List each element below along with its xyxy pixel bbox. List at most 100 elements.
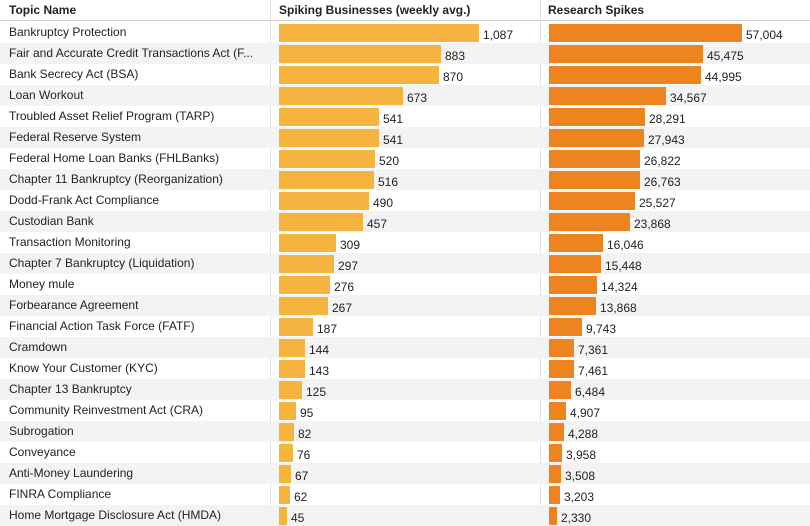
businesses-value-label: 276 — [334, 280, 355, 294]
topic-name: Money mule — [9, 277, 75, 291]
table-row[interactable]: Transaction Monitoring 309 16,046 — [0, 232, 810, 253]
table-row[interactable]: Custodian Bank 457 23,868 — [0, 211, 810, 232]
research-bar[interactable] — [549, 465, 561, 483]
table-row[interactable]: Money mule 276 14,324 — [0, 274, 810, 295]
topic-name: Chapter 13 Bankruptcy — [9, 382, 132, 396]
businesses-bar[interactable] — [279, 66, 439, 84]
research-bar[interactable] — [549, 444, 562, 462]
research-value-label: 13,868 — [600, 301, 637, 315]
businesses-value-label: 144 — [309, 343, 330, 357]
research-bar[interactable] — [549, 381, 571, 399]
businesses-bar[interactable] — [279, 402, 296, 420]
businesses-bar[interactable] — [279, 129, 379, 147]
research-bar[interactable] — [549, 486, 560, 504]
research-value-label: 3,203 — [564, 490, 595, 504]
businesses-bar[interactable] — [279, 423, 294, 441]
businesses-value-label: 82 — [298, 427, 312, 441]
research-bar[interactable] — [549, 192, 635, 210]
table-row[interactable]: Financial Action Task Force (FATF) 187 9,7… — [0, 316, 810, 337]
research-bar[interactable] — [549, 360, 574, 378]
research-bar[interactable] — [549, 108, 645, 126]
topic-name: Dodd-Frank Act Compliance — [9, 193, 160, 207]
businesses-bar[interactable] — [279, 108, 379, 126]
table-row[interactable]: Home Mortgage Disclosure Act (HMDA) 45 2,3… — [0, 505, 810, 526]
table-row[interactable]: Subrogation 82 4,288 — [0, 421, 810, 442]
research-value-label: 16,046 — [607, 238, 644, 252]
businesses-bar[interactable] — [279, 381, 302, 399]
businesses-value-label: 187 — [317, 322, 338, 336]
research-bar[interactable] — [549, 171, 640, 189]
table-row[interactable]: Chapter 13 Bankruptcy 125 6,484 — [0, 379, 810, 400]
table-row[interactable]: Community Reinvestment Act (CRA) 95 4,907 — [0, 400, 810, 421]
topic-name: Subrogation — [9, 424, 74, 438]
header-topic-name[interactable]: Topic Name — [9, 3, 77, 17]
topic-name: Home Mortgage Disclosure Act (HMDA) — [9, 508, 222, 522]
table-row[interactable]: Cramdown 144 7,361 — [0, 337, 810, 358]
table-row[interactable]: Forbearance Agreement 267 13,868 — [0, 295, 810, 316]
research-bar[interactable] — [549, 150, 640, 168]
businesses-value-label: 541 — [383, 133, 404, 147]
businesses-bar[interactable] — [279, 24, 479, 42]
businesses-value-label: 67 — [295, 469, 309, 483]
research-bar[interactable] — [549, 87, 666, 105]
research-bar[interactable] — [549, 297, 596, 315]
businesses-bar[interactable] — [279, 360, 305, 378]
research-bar[interactable] — [549, 234, 603, 252]
businesses-bar[interactable] — [279, 486, 290, 504]
table-row[interactable]: Fair and Accurate Credit Transactions Ac… — [0, 43, 810, 64]
businesses-value-label: 143 — [309, 364, 330, 378]
table-row[interactable]: Know Your Customer (KYC) 143 7,461 — [0, 358, 810, 379]
businesses-bar[interactable] — [279, 339, 305, 357]
table-row[interactable]: Bankruptcy Protection 1,087 57,004 — [0, 22, 810, 43]
header-research-spikes[interactable]: Research Spikes — [548, 3, 645, 17]
businesses-bar[interactable] — [279, 465, 291, 483]
businesses-bar[interactable] — [279, 171, 374, 189]
research-value-label: 7,461 — [578, 364, 609, 378]
businesses-bar[interactable] — [279, 297, 328, 315]
table-row[interactable]: Chapter 7 Bankruptcy (Liquidation) 297 15,… — [0, 253, 810, 274]
research-bar[interactable] — [549, 24, 742, 42]
header-spiking-businesses[interactable]: Spiking Businesses (weekly avg.) — [279, 3, 471, 17]
businesses-value-label: 125 — [306, 385, 327, 399]
businesses-bar[interactable] — [279, 255, 334, 273]
research-value-label: 9,743 — [586, 322, 617, 336]
table-row[interactable]: Troubled Asset Relief Program (TARP) 541 2… — [0, 106, 810, 127]
research-bar[interactable] — [549, 507, 557, 525]
research-bar[interactable] — [549, 318, 582, 336]
businesses-bar[interactable] — [279, 150, 375, 168]
table-row[interactable]: Federal Home Loan Banks (FHLBanks) 520 26,… — [0, 148, 810, 169]
research-bar[interactable] — [549, 213, 630, 231]
table-row[interactable]: Conveyance 76 3,958 — [0, 442, 810, 463]
businesses-bar[interactable] — [279, 507, 287, 525]
businesses-bar[interactable] — [279, 87, 403, 105]
businesses-bar[interactable] — [279, 213, 363, 231]
table-row[interactable]: Anti-Money Laundering 67 3,508 — [0, 463, 810, 484]
research-bar[interactable] — [549, 402, 566, 420]
businesses-bar[interactable] — [279, 444, 293, 462]
businesses-bar[interactable] — [279, 45, 441, 63]
research-bar[interactable] — [549, 276, 597, 294]
businesses-bar[interactable] — [279, 192, 369, 210]
research-value-label: 2,330 — [561, 511, 592, 525]
businesses-value-label: 1,087 — [483, 28, 514, 42]
businesses-value-label: 267 — [332, 301, 353, 315]
table-row[interactable]: FINRA Compliance 62 3,203 — [0, 484, 810, 505]
research-bar[interactable] — [549, 339, 574, 357]
businesses-bar[interactable] — [279, 234, 336, 252]
table-row[interactable]: Loan Workout 673 34,567 — [0, 85, 810, 106]
table-row[interactable]: Dodd-Frank Act Compliance 490 25,527 — [0, 190, 810, 211]
table-row[interactable]: Bank Secrecy Act (BSA) 870 44,995 — [0, 64, 810, 85]
businesses-bar[interactable] — [279, 276, 330, 294]
topic-name: Know Your Customer (KYC) — [9, 361, 158, 375]
header-divider — [0, 20, 810, 21]
research-bar[interactable] — [549, 423, 564, 441]
businesses-value-label: 490 — [373, 196, 394, 210]
table-row[interactable]: Chapter 11 Bankruptcy (Reorganization) 51… — [0, 169, 810, 190]
research-bar[interactable] — [549, 255, 601, 273]
table-row[interactable]: Federal Reserve System 541 27,943 — [0, 127, 810, 148]
research-bar[interactable] — [549, 45, 703, 63]
research-bar[interactable] — [549, 129, 644, 147]
research-bar[interactable] — [549, 66, 701, 84]
businesses-bar[interactable] — [279, 318, 313, 336]
